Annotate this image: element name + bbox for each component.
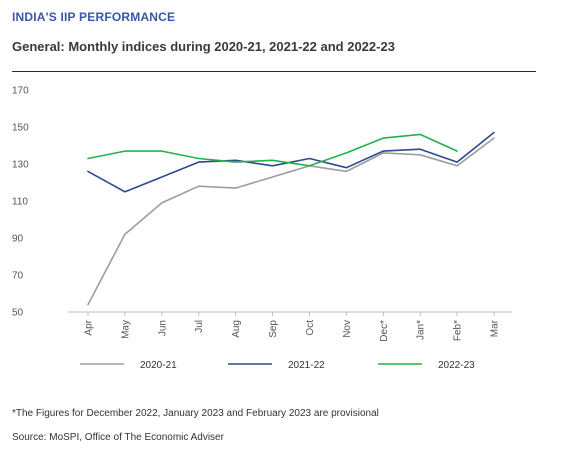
y-tick-label: 90 — [12, 234, 24, 245]
x-tick-label: Jan* — [416, 320, 427, 340]
x-tick-label: Aug — [231, 320, 242, 338]
series-line-2020-21 — [87, 137, 495, 306]
y-tick-label: 170 — [12, 86, 29, 97]
provisional-footnote: *The Figures for December 2022, January … — [12, 408, 379, 419]
title-divider — [12, 71, 536, 72]
x-tick-label: Jun — [157, 320, 168, 336]
legend-label-2020-21: 2020-21 — [140, 360, 177, 371]
x-tick-label: Feb* — [453, 320, 464, 341]
legend-label-2022-23: 2022-23 — [438, 360, 475, 371]
line-chart: 50 70 90 110 130 150 170 Apr May Jun Jul Aug Sep Oct N… — [12, 86, 512, 371]
series-line-2021-22 — [87, 131, 495, 193]
report-header: INDIA'S IIP PERFORMANCE — [12, 10, 176, 24]
x-tick-label: Jul — [194, 320, 205, 333]
x-tick-label: Apr — [84, 319, 95, 335]
x-tick-label: Nov — [342, 320, 353, 338]
y-tick-label: 150 — [12, 123, 29, 134]
x-tick-label: Sep — [268, 320, 279, 338]
x-tick-label: Oct — [305, 320, 316, 336]
legend-label-2021-22: 2021-22 — [288, 360, 325, 371]
y-tick-label: 50 — [12, 308, 24, 319]
y-tick-label: 70 — [12, 271, 24, 282]
y-tick-label: 110 — [12, 197, 28, 208]
x-tick-label: Dec* — [379, 320, 390, 342]
source-note: Source: MoSPI, Office of The Economic Ad… — [12, 432, 224, 443]
x-tick-label: Mar — [490, 319, 501, 337]
series-line-2022-23 — [87, 133, 458, 167]
x-tick-label: May — [120, 320, 131, 339]
y-tick-label: 130 — [12, 160, 29, 171]
chart-title: General: Monthly indices during 2020-21,… — [12, 39, 395, 54]
